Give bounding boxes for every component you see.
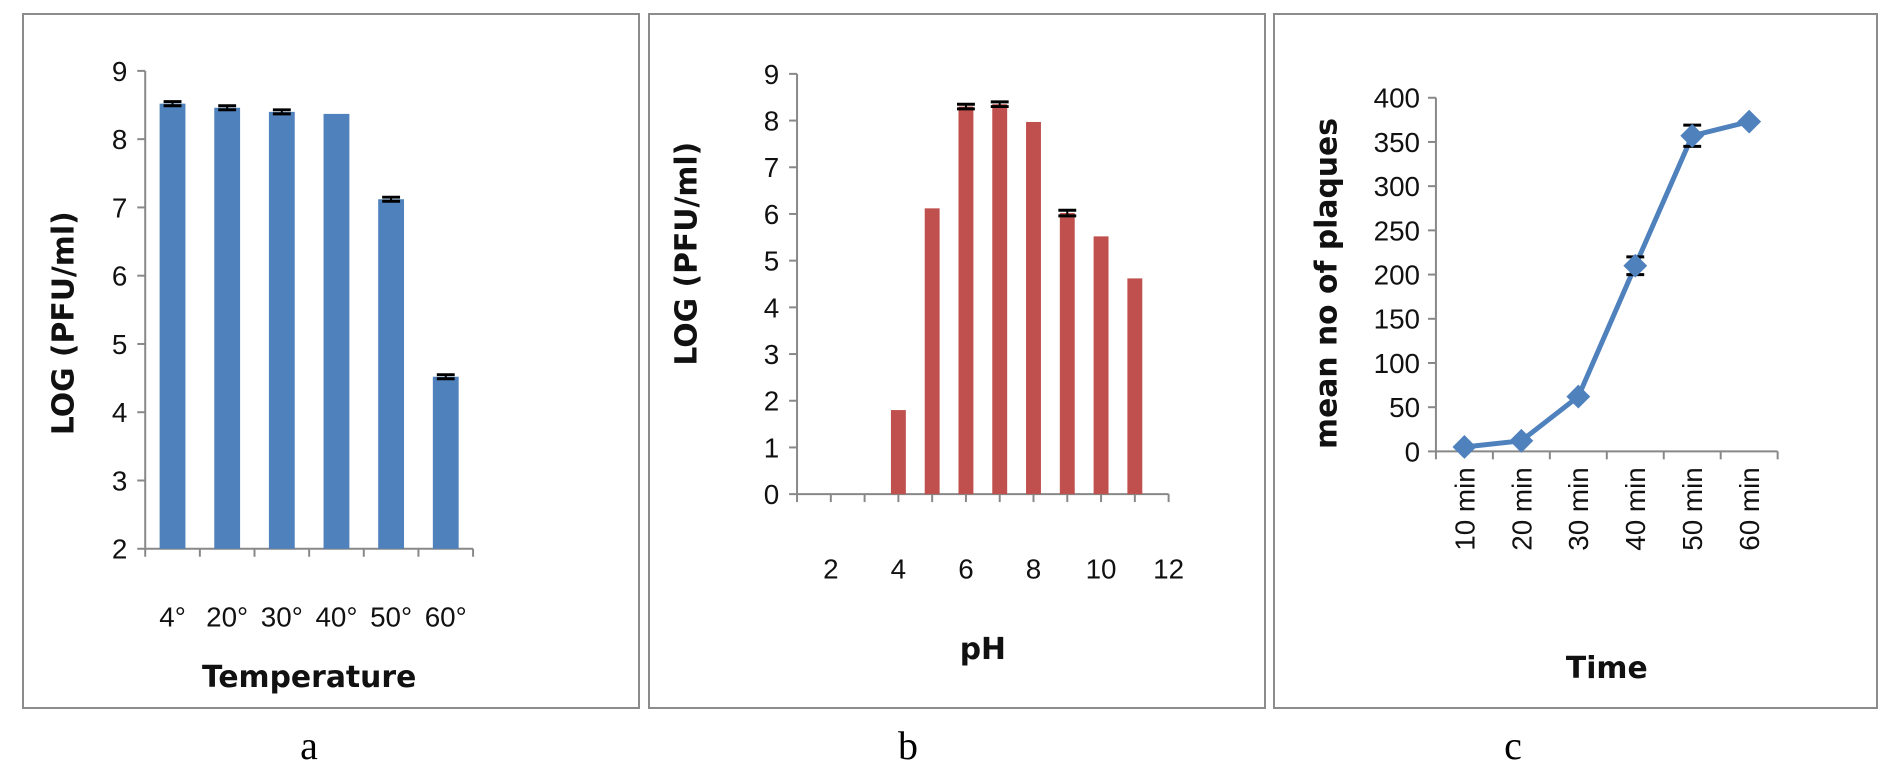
- y-tick-label: 6: [764, 199, 779, 230]
- y-tick-label: 2: [764, 386, 779, 417]
- bar: [1059, 213, 1075, 495]
- x-tick-label: 30°: [261, 601, 303, 632]
- x-tick-label: 10 min: [1449, 467, 1480, 550]
- data-series-line: [1464, 119, 1750, 450]
- chart-panel-c: 0 50 100 150 200 250 300 350 400 10 min 20 min 30 m…: [1273, 13, 1878, 709]
- data-point-marker: [1623, 253, 1648, 278]
- chart-panel-b: 0 1 2 3 4 5 6 7 8 9 2 4 6 8 10 12 pH LOG (PFU/ml): [648, 13, 1266, 709]
- x-tick-label: 30 min: [1563, 467, 1594, 550]
- data-point-marker: [1680, 123, 1705, 148]
- y-tick-label: 150: [1374, 304, 1420, 335]
- y-tick-label: 6: [112, 261, 127, 292]
- bar: [432, 376, 459, 549]
- y-tick-label: 9: [112, 56, 127, 87]
- y-tick-label: 0: [1405, 436, 1420, 467]
- x-tick-label: 40 min: [1620, 467, 1651, 550]
- bar: [378, 199, 405, 549]
- x-tick-label: 8: [1026, 554, 1041, 585]
- y-tick-label: 0: [764, 479, 779, 510]
- x-axis-title: Time: [1566, 651, 1648, 686]
- y-axis-title: LOG (PFU/ml): [47, 211, 82, 435]
- chart-panel-a: 2 3 4 5 6 7 8 9 4° 20° 30° 40° 50° 60° Temperature LOG …: [22, 13, 640, 709]
- y-tick-label: 9: [764, 59, 779, 90]
- bar: [214, 107, 241, 549]
- data-point-marker: [1566, 384, 1591, 409]
- x-tick-label: 10: [1086, 554, 1117, 585]
- bar: [159, 103, 186, 549]
- data-point-marker: [1452, 435, 1477, 459]
- y-tick-label: 3: [764, 339, 779, 370]
- y-tick-label: 350: [1374, 127, 1420, 158]
- x-tick-label: 6: [958, 554, 973, 585]
- y-tick-label: 100: [1374, 348, 1420, 379]
- time-line-chart: 0 50 100 150 200 250 300 350 400 10 min 20 min 30 m…: [1310, 83, 1779, 686]
- x-axis-title: pH: [960, 632, 1006, 667]
- y-tick-label: 8: [112, 124, 127, 155]
- x-tick-label: 60 min: [1734, 467, 1765, 550]
- bar: [1127, 278, 1143, 495]
- x-tick-label: 60°: [425, 601, 467, 632]
- y-tick-label: 7: [764, 152, 779, 183]
- y-tick-label: 300: [1374, 171, 1420, 202]
- temperature-bar-chart: 2 3 4 5 6 7 8 9 4° 20° 30° 40° 50° 60° Temperature LOG …: [47, 56, 475, 695]
- y-tick-label: 8: [764, 106, 779, 137]
- y-tick-label: 5: [764, 246, 779, 277]
- bar: [323, 113, 350, 549]
- bar: [268, 111, 295, 549]
- y-axis-title: mean no of plaques: [1310, 118, 1345, 449]
- panel-label-b: b: [898, 723, 918, 768]
- y-tick-label: 200: [1374, 260, 1420, 291]
- x-tick-label: 4: [891, 554, 906, 585]
- x-tick-label: 12: [1153, 554, 1184, 585]
- y-tick-label: 5: [112, 329, 127, 360]
- bar: [924, 208, 940, 495]
- y-tick-label: 3: [112, 465, 127, 496]
- x-tick-label: 50°: [370, 601, 412, 632]
- panel-label-c: c: [1504, 723, 1522, 768]
- y-axis-title: LOG (PFU/ml): [670, 142, 705, 366]
- panel-label-a: a: [300, 723, 318, 768]
- y-tick-label: 250: [1374, 215, 1420, 246]
- bar: [890, 410, 906, 495]
- y-tick-label: 400: [1374, 83, 1420, 114]
- y-tick-label: 1: [764, 432, 779, 463]
- x-tick-label: 40°: [315, 601, 357, 632]
- x-axis-title: Temperature: [202, 660, 416, 695]
- bar: [1026, 121, 1041, 495]
- bar: [958, 106, 974, 495]
- x-tick-label: 50 min: [1677, 467, 1708, 550]
- y-tick-label: 50: [1389, 392, 1420, 423]
- x-tick-label: 20°: [206, 601, 248, 632]
- data-point-marker: [1509, 428, 1534, 453]
- y-tick-label: 4: [112, 397, 127, 428]
- y-tick-label: 7: [112, 192, 127, 223]
- bar: [992, 104, 1008, 495]
- y-tick-label: 2: [112, 534, 127, 565]
- data-point-marker: [1737, 109, 1762, 134]
- y-tick-label: 4: [764, 292, 779, 323]
- x-tick-label: 4°: [159, 601, 186, 632]
- x-tick-label: 20 min: [1506, 467, 1537, 550]
- bar: [1093, 236, 1109, 495]
- x-tick-label: 2: [823, 554, 838, 585]
